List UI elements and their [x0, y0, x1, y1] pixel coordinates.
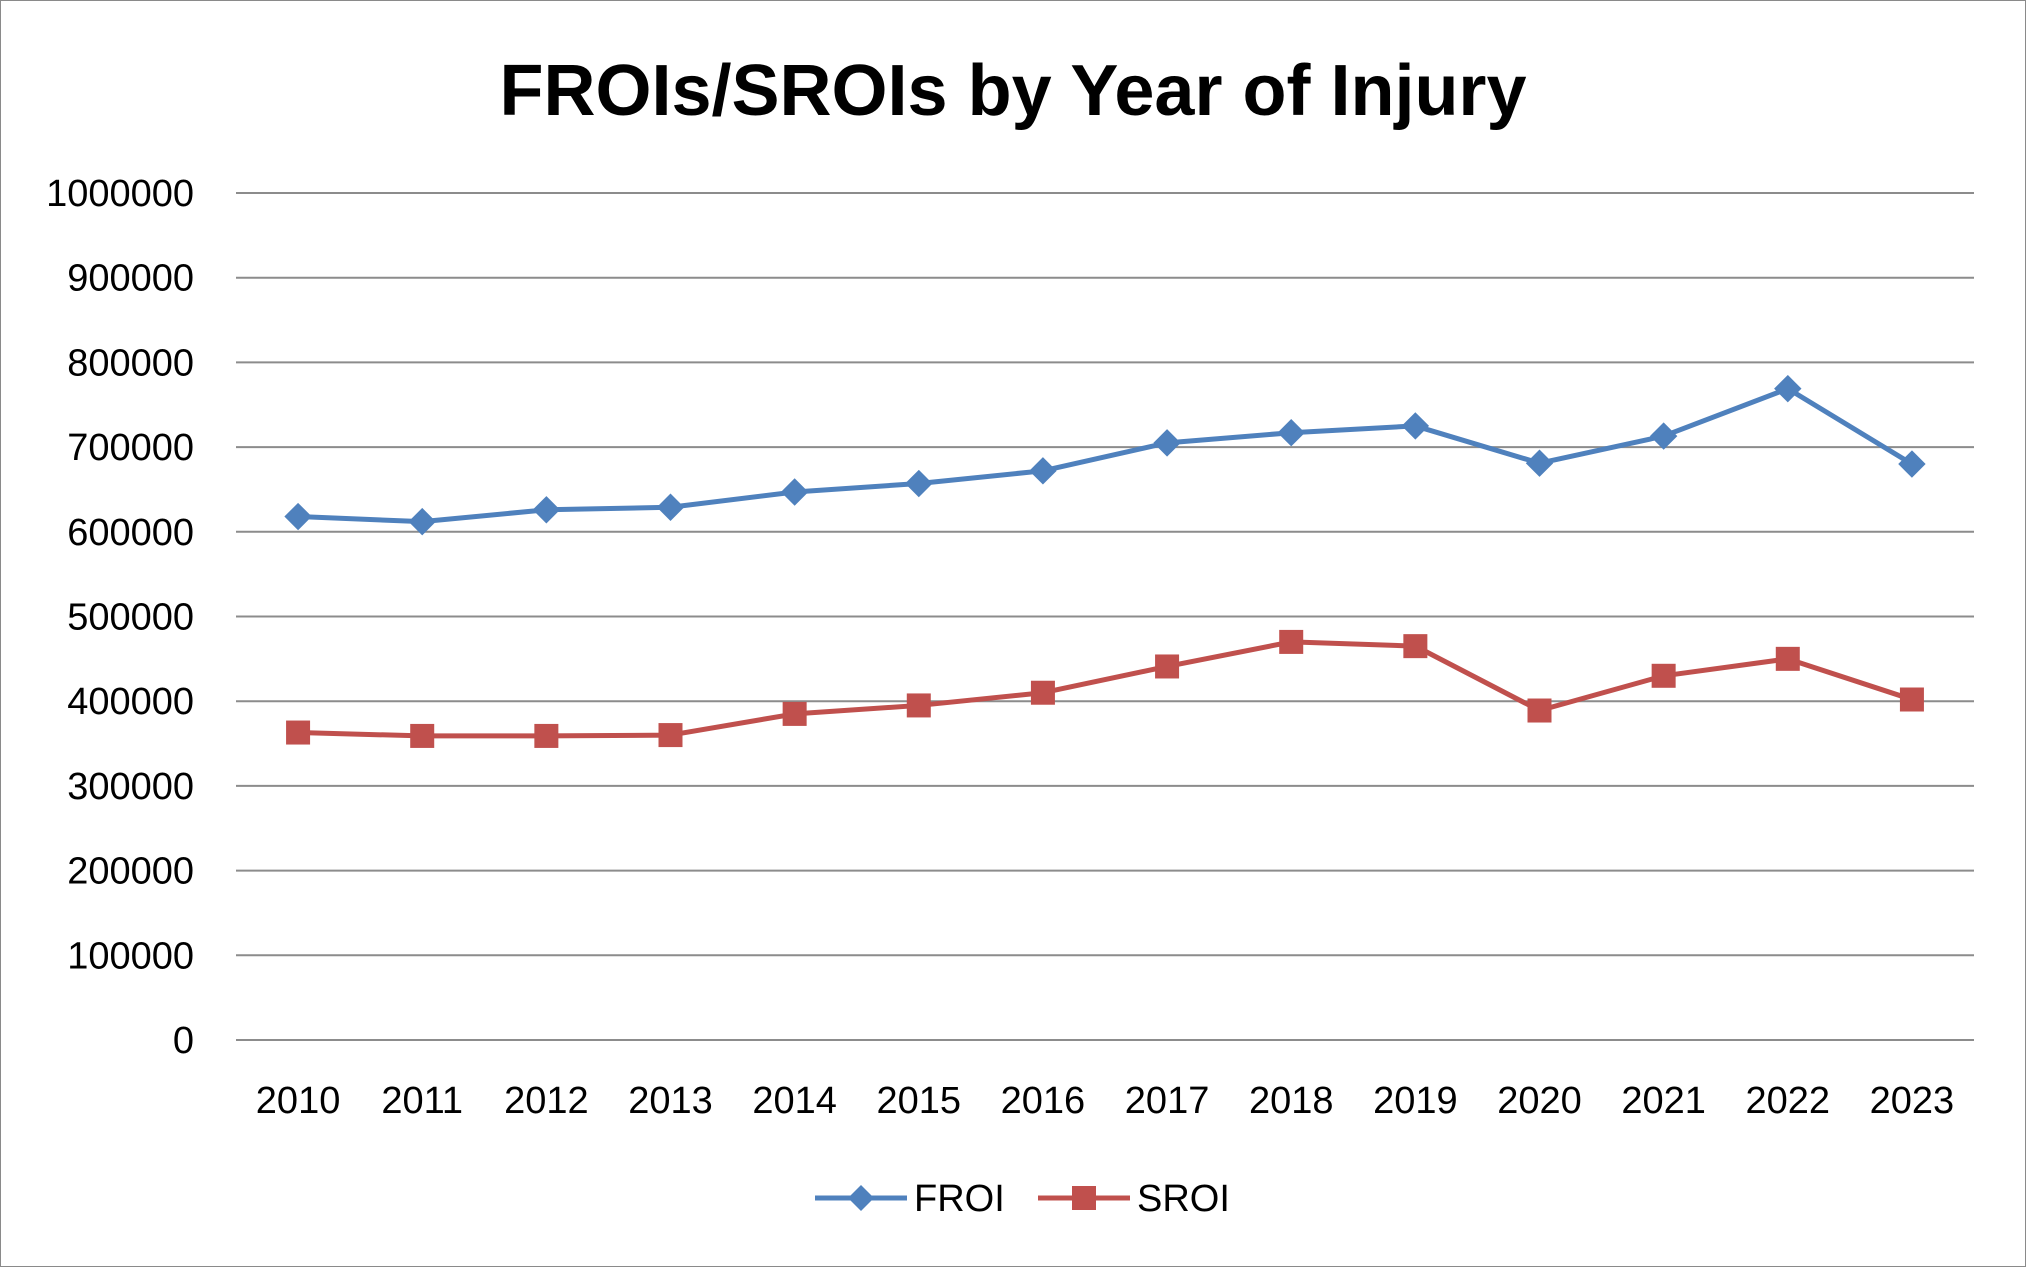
- series-sroi: [286, 629, 1924, 748]
- x-tick-label: 2016: [1001, 1080, 1086, 1122]
- legend-label: FROI: [914, 1178, 1005, 1220]
- y-axis-ticks: 0 100000 200000 300000 400000 500000 600000 700…: [46, 173, 194, 1062]
- series-layer: [284, 374, 1926, 748]
- legend: FROI SROI: [815, 1178, 1230, 1220]
- y-tick-label: 700000: [67, 427, 194, 469]
- x-tick-label: 2018: [1249, 1080, 1334, 1122]
- data-point-froi: [1649, 422, 1678, 450]
- x-tick-label: 2022: [1746, 1080, 1831, 1122]
- y-tick-label: 900000: [67, 258, 194, 300]
- chart-title: FROIs/SROIs by Year of Injury: [500, 51, 1527, 131]
- data-point-sroi: [1030, 680, 1055, 705]
- y-tick-label: 500000: [67, 597, 194, 639]
- y-tick-label: 400000: [67, 681, 194, 723]
- y-tick-label: 300000: [67, 766, 194, 808]
- legend-item-froi: FROI: [815, 1178, 1005, 1220]
- data-point-sroi: [658, 723, 683, 748]
- x-tick-label: 2014: [752, 1080, 837, 1122]
- y-tick-label: 0: [173, 1020, 194, 1062]
- legend-marker-square-icon: [1072, 1186, 1096, 1210]
- x-tick-label: 2015: [877, 1080, 962, 1122]
- data-point-froi: [905, 469, 933, 498]
- series-line-sroi: [298, 639, 1913, 739]
- data-point-froi: [1898, 450, 1926, 478]
- data-point-sroi: [906, 693, 931, 718]
- y-tick-label: 800000: [67, 342, 194, 384]
- data-point-froi: [408, 507, 436, 536]
- legend-marker-diamond-icon: [848, 1185, 874, 1211]
- data-point-sroi: [1899, 687, 1924, 712]
- y-tick-label: 600000: [67, 512, 194, 554]
- x-tick-label: 2011: [381, 1080, 463, 1122]
- data-point-froi: [656, 493, 685, 521]
- data-point-froi: [780, 478, 809, 506]
- series-froi: [284, 374, 1926, 536]
- data-point-sroi: [1775, 646, 1800, 671]
- x-tick-label: 2019: [1373, 1080, 1458, 1122]
- data-point-sroi: [1651, 663, 1676, 688]
- x-tick-label: 2021: [1621, 1080, 1706, 1122]
- data-point-froi: [1153, 429, 1181, 457]
- data-point-sroi: [1527, 698, 1552, 723]
- data-point-froi: [532, 496, 561, 524]
- data-point-sroi: [410, 723, 435, 748]
- data-point-froi: [1774, 374, 1802, 403]
- x-tick-label: 2010: [256, 1080, 341, 1122]
- x-tick-label: 2023: [1870, 1080, 1955, 1122]
- data-point-froi: [1029, 457, 1057, 485]
- legend-label: SROI: [1137, 1178, 1230, 1220]
- x-axis-ticks: 2010 2011 2012 2013 2014 2015 2016 2017 2018 2019…: [256, 1080, 1954, 1122]
- series-line-froi: [297, 386, 1914, 525]
- x-tick-label: 2017: [1125, 1080, 1210, 1122]
- data-point-sroi: [782, 701, 807, 726]
- x-tick-label: 2012: [504, 1080, 589, 1122]
- y-tick-label: 100000: [67, 935, 194, 977]
- data-point-froi: [284, 502, 312, 531]
- gridlines: [236, 192, 1974, 1041]
- legend-item-sroi: SROI: [1038, 1178, 1230, 1220]
- data-point-froi: [1277, 418, 1305, 447]
- x-tick-label: 2013: [628, 1080, 713, 1122]
- data-point-sroi: [534, 723, 559, 748]
- data-point-sroi: [286, 720, 311, 745]
- y-tick-label: 200000: [67, 851, 194, 893]
- data-point-froi: [1525, 449, 1554, 477]
- y-tick-label: 1000000: [46, 173, 194, 215]
- data-point-froi: [1401, 412, 1430, 440]
- data-point-sroi: [1403, 634, 1428, 659]
- data-point-sroi: [1155, 654, 1180, 679]
- x-tick-label: 2020: [1497, 1080, 1582, 1122]
- data-point-sroi: [1279, 629, 1304, 654]
